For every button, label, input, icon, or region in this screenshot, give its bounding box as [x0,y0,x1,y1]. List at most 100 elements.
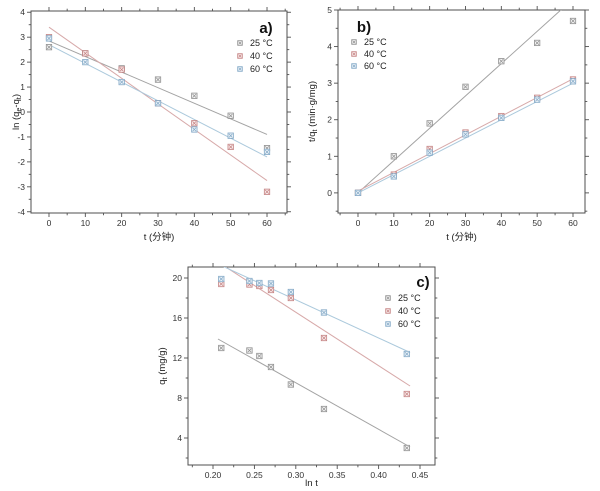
data-point [191,126,198,133]
x-axis-title: t (分钟) [446,231,477,243]
legend-label: 40 °C [398,306,421,316]
y-tick-label: 1 [327,151,332,161]
fit-line-60C [223,267,411,353]
x-tick-label: 20 [117,218,127,228]
panel-title: c) [416,274,429,291]
legend-marker [385,295,391,301]
series-60C [45,35,271,156]
legend-label: 60 °C [250,64,273,74]
legend-label: 60 °C [398,319,421,329]
y-tick-label: 2 [327,115,332,125]
data-point [118,78,125,86]
y-tick-label: 8 [177,393,182,403]
x-tick-label: 0 [356,218,361,228]
series-60C [354,78,577,196]
data-point [287,294,294,302]
data-point [45,44,53,51]
data-point [569,78,577,85]
data-point [390,153,397,160]
y-tick-label: -3 [17,182,25,192]
legend-item-40C: 40 °C [351,49,387,59]
data-point [390,173,397,180]
plot-box [187,266,436,466]
data-point [462,131,469,138]
panel-title: a) [259,20,272,37]
x-tick-label: 50 [226,218,236,228]
x-tick-label: 60 [568,218,578,228]
y-tick-label: -2 [17,157,25,167]
data-point [498,114,505,122]
data-point [569,17,577,25]
axis-ticks [184,263,439,469]
y-tick-label: 1 [20,82,25,92]
data-point [256,352,263,360]
x-tick-label: 0.30 [288,470,305,480]
y-tick-label: 3 [20,32,25,42]
data-point [263,188,271,195]
data-point [354,189,362,196]
x-tick-label: 0 [47,218,52,228]
legend-marker [237,40,243,46]
y-tick-label: 4 [20,7,25,17]
x-tick-label: 60 [262,218,272,228]
fit-line-25C [48,40,268,135]
tick-labels: 0 10 20 30 40 50 60 0 1 2 3 4 5 [327,5,578,228]
y-axis-title: ln (qe-qt) [11,94,23,130]
data-point [320,309,328,316]
data-point [320,405,328,413]
fit-line-60C [357,82,574,194]
chart-b: 0 10 20 30 40 50 60 0 1 2 3 4 5 b)25 °C 40 °C 60 °C t (分… [307,5,589,243]
legend-item-25C: 25 °C [351,37,387,47]
data-point [246,347,253,354]
y-tick-label: 4 [327,42,332,52]
legend-marker [237,66,243,72]
y-tick-label: 16 [173,313,183,323]
legend: 25 °C 40 °C 60 °C [237,38,273,74]
x-tick-label: 0.45 [412,470,429,480]
legend-marker [351,39,357,45]
data-point [118,66,125,73]
data-point [227,132,234,139]
x-tick-label: 0.40 [370,470,387,480]
data-point [45,35,53,42]
data-point [154,100,162,107]
legend-marker [237,53,243,59]
legend-item-60C: 60 °C [237,64,273,74]
data-point [267,280,275,287]
y-tick-label: -1 [17,132,25,142]
y-tick-label: 12 [173,353,183,363]
legend: 25 °C 40 °C 60 °C [385,293,421,329]
x-tick-label: 0.25 [246,470,263,480]
data-point [154,76,162,83]
y-tick-label: 20 [173,273,183,283]
x-tick-label: 0.20 [205,470,222,480]
x-tick-label: 30 [153,218,163,228]
legend: 25 °C 40 °C 60 °C [351,37,387,71]
data-point [246,277,253,285]
x-tick-label: 0.35 [329,470,346,480]
data-point [227,112,234,119]
fit-line-25C [357,10,562,194]
data-point [403,350,410,358]
x-tick-label: 10 [81,218,91,228]
legend-item-25C: 25 °C [237,38,273,48]
data-point [426,120,433,127]
legend-label: 40 °C [364,49,387,59]
legend-marker [351,51,357,57]
x-axis-title: t (分钟) [144,231,175,243]
x-tick-label: 20 [425,218,435,228]
legend-item-60C: 60 °C [385,319,421,329]
data-point [426,149,433,156]
legend-marker [385,308,391,314]
data-point [462,83,469,90]
chart-c: 0.20 0.25 0.30 0.35 0.40 0.45 4 8 12 16 20 c) 25 °C 4… [157,263,439,489]
legend-marker [385,321,391,327]
x-axis-title: ln t [305,478,318,489]
data-point [191,120,198,127]
y-axis-title: qt (mg/g) [157,347,169,384]
data-point [267,286,275,294]
data-point [218,280,225,288]
series-60C [218,275,410,358]
data-point [534,96,541,103]
axis-ticks [27,7,291,217]
